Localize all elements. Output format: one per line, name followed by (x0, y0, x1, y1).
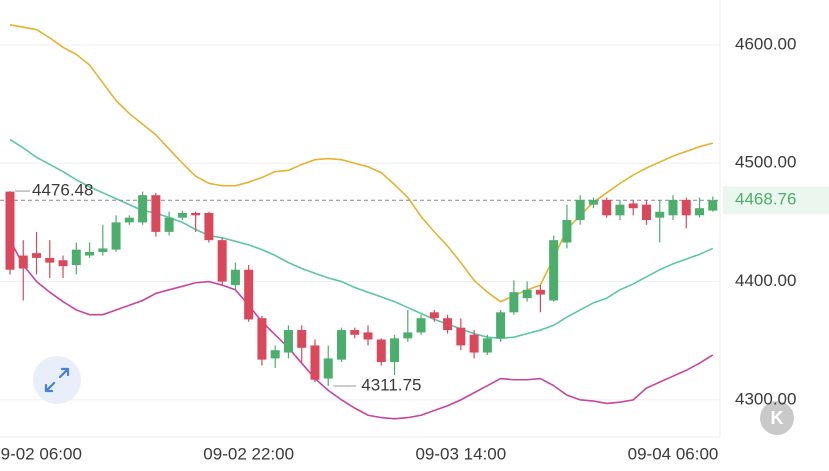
badge-circle (760, 401, 794, 435)
x-tick-label: 09-02 06:00 (0, 444, 82, 463)
candle-body (469, 334, 479, 353)
y-tick-label: 4500.00 (735, 153, 796, 172)
x-tick-label: 09-02 22:00 (203, 444, 294, 463)
candle-body (708, 200, 718, 211)
candle-body (363, 332, 373, 340)
candle-body (456, 327, 466, 346)
candle-body (482, 338, 492, 353)
candle-body (297, 330, 307, 348)
candle-body (217, 240, 227, 282)
last-price-tag (723, 186, 829, 215)
candle-body (376, 339, 386, 362)
candle-body (695, 208, 705, 216)
plot-area (0, 24, 720, 420)
candle-body (390, 338, 400, 362)
x-tick-label: 09-04 06:00 (628, 444, 719, 463)
candle-body (18, 255, 28, 269)
badge-button[interactable]: K (760, 401, 794, 435)
y-tick-label: 4600.00 (735, 34, 796, 53)
candle-body (496, 312, 506, 339)
candle-body (509, 292, 519, 313)
candle-body (655, 211, 665, 218)
candle-body (323, 358, 333, 379)
candle-body (615, 204, 625, 216)
candle-body (151, 195, 161, 232)
candle-body (5, 191, 15, 270)
candle-body (429, 312, 439, 319)
candle-body (85, 251, 95, 256)
candle-body (681, 199, 691, 216)
candle-body (204, 212, 214, 241)
candle-body (641, 204, 651, 221)
y-tick-label: 4300.00 (735, 389, 796, 408)
candle-body (337, 330, 346, 360)
candle-body (403, 332, 413, 339)
candle-body (138, 195, 148, 223)
candle-body (562, 220, 572, 243)
band-line (9, 239, 714, 420)
candle-body (191, 212, 201, 216)
candle-body (588, 199, 598, 205)
candle-body (98, 248, 108, 252)
candle-body (416, 318, 426, 333)
candle-body (602, 199, 612, 216)
min-label: 4311.75 (361, 375, 421, 394)
candle-body (350, 330, 360, 335)
expand-button[interactable] (33, 356, 81, 404)
candle-body (230, 269, 240, 286)
candle-body (124, 217, 134, 223)
candle-body (164, 217, 174, 232)
candle-body (71, 249, 81, 265)
candle-body (575, 199, 585, 221)
candle-body (32, 253, 42, 258)
candle-body (443, 318, 453, 331)
candle-body (535, 289, 545, 295)
candle-body (283, 330, 293, 353)
expand-circle (33, 356, 81, 404)
y-tick-label: 4400.00 (735, 271, 796, 290)
candle-body (257, 318, 267, 360)
candle-body (549, 240, 559, 301)
candle-body (270, 350, 280, 359)
candle-body (58, 260, 68, 267)
candle-body (310, 345, 320, 380)
max-label: 4476.48 (32, 181, 93, 200)
x-tick-label: 09-03 14:00 (415, 444, 506, 463)
last-price-label: 4468.76 (735, 190, 796, 209)
candle-body (45, 257, 55, 263)
candle-body (111, 222, 121, 250)
candle-body (177, 212, 187, 218)
expand-icon (44, 367, 70, 393)
candle-body (244, 269, 254, 320)
band-line (9, 138, 714, 340)
badge-text: K (771, 408, 784, 428)
candle-body (668, 199, 678, 216)
candle-body (522, 289, 532, 299)
candle-body (628, 203, 638, 209)
